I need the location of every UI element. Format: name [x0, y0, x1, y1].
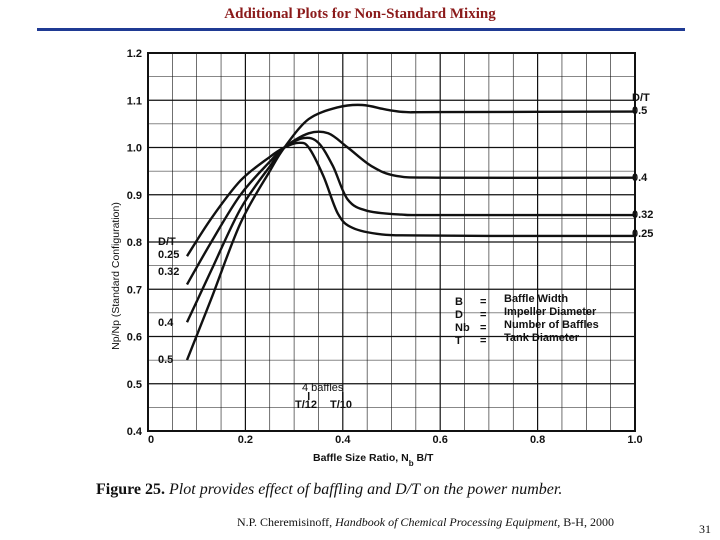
y-tick-label: 0.5: [127, 379, 142, 391]
slide-title: Additional Plots for Non-Standard Mixing: [224, 6, 496, 22]
left-label-032: 0.32: [158, 266, 179, 278]
y-tick-label: 1.0: [127, 143, 142, 155]
x-tick-label: 0: [148, 434, 154, 446]
series-line-dt-025: [185, 141, 635, 257]
left-label-05: 0.5: [158, 354, 173, 366]
right-label-032: 0.32: [632, 209, 653, 221]
citation: N.P. Cheremisinoff, Handbook of Chemical…: [237, 515, 614, 530]
series-line-dt-05: [185, 103, 636, 361]
legend-eq-t: =: [480, 335, 486, 347]
legend-desc-nb: Number of Baffles: [504, 319, 599, 331]
y-tick-label: 0.8: [127, 237, 142, 249]
series-line-dt-032: [185, 136, 635, 286]
x-axis-label-sub: b: [409, 459, 414, 468]
x-tick-label: 1.0: [627, 434, 642, 446]
x-axis-label: Baffle Size Ratio, Nb B/T: [313, 452, 434, 468]
y-tick-label: 1.1: [127, 95, 142, 107]
right-label-dt: D/T: [632, 92, 650, 104]
annotation-t10: T/10: [330, 399, 352, 411]
x-axis-label-post: B/T: [414, 452, 434, 464]
x-tick-label: 0.6: [433, 434, 448, 446]
right-label-05: 0.5: [632, 105, 647, 117]
y-axis-label: Np/Np (Standard Configuration): [110, 202, 122, 350]
legend-eq-nb: =: [480, 322, 486, 334]
left-label-025: 0.25: [158, 249, 179, 261]
annotation-4-baffles: 4 baffles: [302, 382, 344, 394]
annotation-t12: T/12: [295, 399, 317, 411]
x-tick-label: 0.2: [238, 434, 253, 446]
legend-symbol-t: T: [455, 335, 462, 347]
series-layer: [185, 103, 636, 361]
x-tick-label: 0.4: [335, 434, 351, 446]
power-number-chart: 0 0.2 0.4 0.6 0.8 1.0 0.4 0.5 0.6 0.7 0.8 0.9 1.0 1.1…: [110, 48, 653, 468]
page-number: 31: [699, 522, 711, 536]
y-tick-label: 1.2: [127, 48, 142, 60]
legend: B = Baffle Width D = Impeller Diameter N…: [455, 293, 599, 347]
legend-desc-b: Baffle Width: [504, 293, 568, 305]
right-label-04: 0.4: [632, 172, 648, 184]
right-label-025: 0.25: [632, 228, 653, 240]
y-tick-label: 0.9: [127, 190, 142, 202]
legend-symbol-nb: Nb: [455, 322, 470, 334]
citation-author: N.P. Cheremisinoff,: [237, 515, 333, 529]
series-line-dt-04: [185, 130, 636, 323]
figure-caption-text: Plot provides effect of baffling and D/T…: [169, 481, 563, 498]
citation-book: Handbook of Chemical Processing Equipmen…: [335, 515, 561, 529]
title-rule: [37, 28, 685, 31]
x-tick-label: 0.8: [530, 434, 545, 446]
legend-desc-d: Impeller Diameter: [504, 306, 597, 318]
legend-desc-t: Tank Diameter: [504, 332, 580, 344]
legend-eq-b: =: [480, 296, 486, 308]
tick-label-layer: 0 0.2 0.4 0.6 0.8 1.0 0.4 0.5 0.6 0.7 0.8 0.9 1.0 1.1…: [127, 48, 643, 446]
citation-publisher: B-H, 2000: [563, 515, 614, 529]
y-tick-label: 0.6: [127, 332, 142, 344]
left-label-dt: D/T: [158, 236, 176, 248]
y-tick-label: 0.7: [127, 284, 142, 296]
legend-eq-d: =: [480, 309, 486, 321]
y-tick-label: 0.4: [127, 426, 143, 438]
figure-number: Figure 25.: [96, 481, 166, 498]
x-axis-label-pre: Baffle Size Ratio, N: [313, 452, 409, 464]
figure-caption: Figure 25. Plot provides effect of baffl…: [96, 481, 562, 499]
legend-symbol-d: D: [455, 309, 463, 321]
left-label-04: 0.4: [158, 317, 174, 329]
plot-frame: [147, 52, 636, 432]
legend-symbol-b: B: [455, 296, 463, 308]
